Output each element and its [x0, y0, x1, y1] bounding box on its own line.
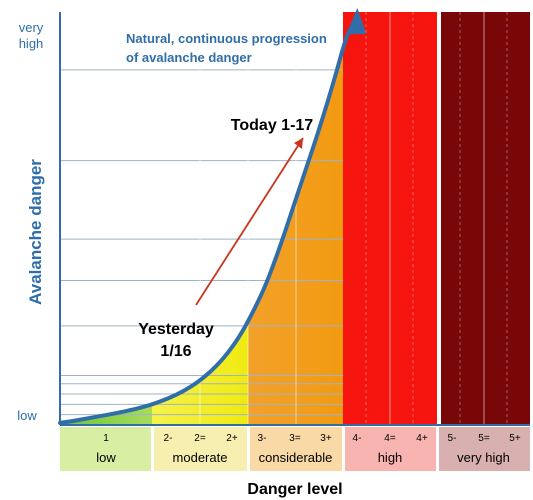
level-name-high: high [378, 450, 403, 465]
chart-title-line: Natural, continuous progression [126, 31, 327, 46]
level-band-low [60, 427, 152, 471]
level-band-high [343, 427, 437, 471]
area-low [60, 12, 152, 425]
y-bottom-label: low [17, 408, 37, 423]
level-name-very-high: very high [457, 450, 510, 465]
y-axis-label: Avalanche danger [26, 159, 45, 305]
band-separator [342, 427, 345, 471]
sublevel-tick-label: 2- [164, 433, 173, 444]
band-separator [151, 427, 154, 471]
chart-title-line: of avalanche danger [126, 50, 252, 65]
annotation-yesterday: Yesterday [138, 321, 214, 338]
sublevel-tick-label: 5= [478, 433, 490, 444]
level-band-considerable [248, 427, 343, 471]
level-name-moderate: moderate [173, 450, 228, 465]
curve-arrowhead [346, 8, 367, 34]
sublevel-tick-label: 4- [353, 433, 362, 444]
sublevel-tick-label: 3- [258, 433, 267, 444]
annotation-today: Today 1-17 [231, 117, 314, 134]
sublevel-tick-label: 4+ [416, 433, 428, 444]
level-band-very-high [437, 427, 530, 471]
band-separator [436, 427, 439, 471]
band-separator [247, 427, 250, 471]
level-band-moderate [152, 427, 248, 471]
sublevel-tick-label: 2+ [226, 433, 238, 444]
sublevel-tick-label: 5- [448, 433, 457, 444]
sublevel-tick-label: 3+ [320, 433, 332, 444]
annotation-yesterday: 1/16 [160, 343, 191, 360]
sublevel-tick-label: 4= [384, 433, 396, 444]
annotation-arrow [195, 137, 304, 306]
column-separator [437, 12, 441, 425]
sublevel-tick-label: 2= [194, 433, 206, 444]
danger-curve [58, 24, 358, 425]
level-name-low: low [96, 450, 116, 465]
x-axis-label: Danger level [247, 481, 342, 498]
y-top-label: very [19, 20, 44, 35]
annotation-arrowhead [294, 138, 303, 149]
sublevel-tick-label: 3= [289, 433, 301, 444]
y-top-label: high [19, 36, 44, 51]
sublevel-tick-label: 5+ [509, 433, 521, 444]
sublevel-tick-label: 1 [103, 433, 109, 444]
level-name-considerable: considerable [259, 450, 333, 465]
